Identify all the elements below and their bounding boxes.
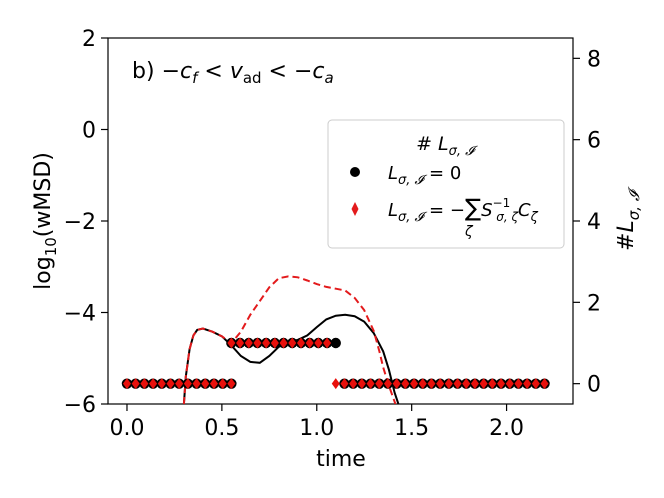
red-diamond-marker [383,378,392,390]
y-left-tick-label: −4 [64,302,96,327]
red-diamond-marker [140,378,149,390]
red-diamond-marker [227,378,236,390]
marker-series-layer [121,337,550,390]
red-diamond-marker [314,337,323,349]
red-dashed-series-line [182,275,397,404]
red-diamond-marker [470,378,479,390]
red-diamond-marker [444,378,453,390]
red-diamond-marker [418,378,427,390]
y-right-tick-label: 0 [587,373,601,398]
red-diamond-marker [392,378,401,390]
red-diamond-marker [497,378,506,390]
red-diamond-marker [531,378,540,390]
red-diamond-marker [227,337,236,349]
red-diamond-marker [201,378,210,390]
red-diamond-marker [262,337,271,349]
y-left-tick-label: −6 [64,393,96,418]
y-left-tick-label: −2 [64,210,96,235]
y-left-tick-label: 0 [82,119,96,144]
y-right-tick-label: 4 [587,210,601,235]
y-right-tick-label: 2 [587,291,601,316]
x-tick-label: 0.5 [204,416,239,441]
legend-marker-red-diamond [351,202,359,216]
y-left-ticks: 2 0 −2 −4 −6 [64,27,108,418]
x-tick-label: 2.0 [489,416,524,441]
legend-entry-zero: Lσ, 𝓘 = 0 [388,163,461,188]
red-diamond-marker [175,378,184,390]
red-diamond-marker [340,378,349,390]
y-right-tick-label: 8 [587,47,601,72]
red-diamond-marker [410,378,419,390]
red-diamond-marker [366,378,375,390]
legend-sum-subscript: ζ [464,224,474,240]
red-diamond-marker [488,378,497,390]
red-diamond-marker [131,378,140,390]
y-right-axis-label: #Lσ, 𝓘 [614,186,643,251]
red-diamond-marker [523,378,532,390]
red-diamond-marker [323,337,332,349]
red-diamond-marker [166,378,175,390]
red-diamond-marker [244,337,253,349]
red-diamond-marker [505,378,514,390]
red-diamond-marker [253,337,262,349]
red-diamond-marker [462,378,471,390]
red-diamond-marker [305,337,314,349]
legend-marker-black-circle [350,167,360,177]
red-diamond-marker [349,378,358,390]
red-diamond-marker [401,378,410,390]
red-diamond-marker [288,337,297,349]
legend: # Lσ, 𝓘 Lσ, 𝓘 = 0 Lσ, 𝓘 = −∑S−1 σ, ζCζ ζ [327,119,565,249]
x-axis-label: time [316,447,366,472]
x-tick-label: 0.0 [109,416,144,441]
x-tick-label: 1.0 [299,416,334,441]
red-diamond-marker [279,337,288,349]
red-diamond-marker [453,378,462,390]
red-diamond-marker [357,378,366,390]
panel-annotation: b) −cf < vad < −ca [132,59,334,87]
red-diamond-marker [149,378,158,390]
red-diamond-marker [122,378,131,390]
black-circle-marker [330,337,341,349]
red-diamond-marker [157,378,166,390]
red-diamond-marker [192,378,201,390]
red-diamond-marker [436,378,445,390]
y-right-tick-label: 6 [587,129,601,154]
red-diamond-marker [331,378,340,390]
red-diamond-marker [209,378,218,390]
red-diamond-marker [236,337,245,349]
y-right-ticks: 8 6 4 2 0 [573,47,601,398]
red-diamond-marker [427,378,436,390]
red-diamond-marker [375,378,384,390]
red-diamond-marker [479,378,488,390]
red-diamond-marker [540,378,549,390]
red-diamond-marker [183,378,192,390]
legend-entry-formula: Lσ, 𝓘 = −∑S−1 σ, ζCζ [388,194,539,225]
y-left-tick-label: 2 [82,27,96,52]
black-solid-series-line [182,313,400,404]
red-diamond-marker [514,378,523,390]
x-ticks: 0.0 0.5 1.0 1.5 2.0 [109,404,524,441]
legend-box [327,119,565,249]
red-diamond-marker [296,337,305,349]
y-left-axis-label: log10(wMSD) [31,152,60,290]
red-diamond-marker [270,337,279,349]
red-diamond-marker [218,378,227,390]
x-tick-label: 1.5 [394,416,429,441]
